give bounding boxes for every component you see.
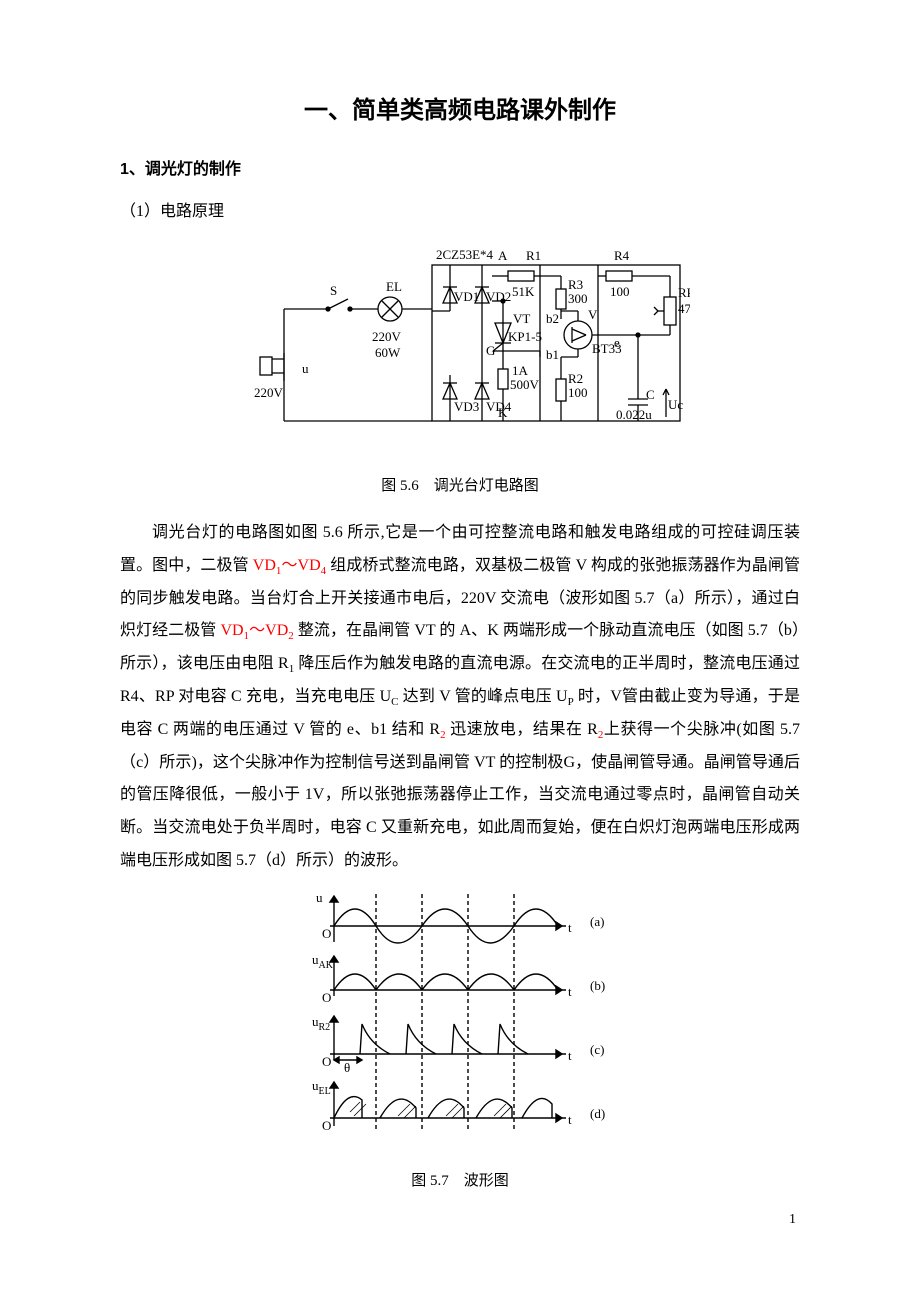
svg-text:(b): (b) — [590, 978, 605, 993]
document-title: 一、简单类高频电路课外制作 — [120, 90, 800, 125]
svg-text:b1: b1 — [546, 347, 559, 362]
svg-text:KP1-5: KP1-5 — [508, 329, 542, 344]
vd2-text: VD2 — [265, 622, 294, 639]
svg-text:O: O — [322, 1118, 331, 1133]
svg-text:(d): (d) — [590, 1106, 605, 1121]
svg-text:S: S — [330, 283, 337, 298]
para-text: 上获得一个尖脉冲(如图 5.7（c）所示)，这个尖脉冲作为控制信号送到晶闸管 V… — [120, 721, 800, 869]
svg-text:θ: θ — [344, 1060, 350, 1075]
svg-text:G: G — [486, 343, 495, 358]
svg-text:b2: b2 — [546, 311, 559, 326]
circuit-svg: 2CZ53E*4 A R1 51K R4 100 R3 300 RP 470K … — [230, 241, 690, 451]
svg-text:1A: 1A — [512, 363, 529, 378]
svg-text:e: e — [614, 335, 620, 350]
waveform-svg: u uAK uR2 uEL O O O O t t t t θ (a) (b) … — [290, 886, 630, 1146]
svg-text:uR2: uR2 — [312, 1014, 330, 1033]
section-heading: 1、调光灯的制作 — [120, 155, 800, 179]
svg-text:100: 100 — [610, 284, 630, 299]
tilde2: ～ — [249, 622, 265, 639]
svg-text:O: O — [322, 1054, 331, 1069]
svg-text:500V: 500V — [510, 377, 540, 392]
svg-text:0.022u: 0.022u — [616, 407, 652, 422]
svg-text:R2: R2 — [568, 371, 583, 386]
wave-y-0: u — [316, 890, 323, 905]
waveform-figure: u uAK uR2 uEL O O O O t t t t θ (a) (b) … — [120, 886, 800, 1151]
svg-text:470K: 470K — [678, 301, 690, 316]
svg-text:VD2: VD2 — [486, 289, 511, 304]
svg-text:t: t — [568, 920, 572, 935]
svg-text:V: V — [588, 307, 598, 322]
svg-text:t: t — [568, 984, 572, 999]
svg-text:C: C — [646, 387, 655, 402]
svg-text:uEL: uEL — [312, 1078, 331, 1097]
sub-heading-1: （1）电路原理 — [120, 197, 800, 221]
svg-text:Uc: Uc — [668, 397, 683, 412]
svg-text:t: t — [568, 1048, 572, 1063]
svg-text:VT: VT — [513, 311, 530, 326]
page-content: 一、简单类高频电路课外制作 1、调光灯的制作 （1）电路原理 — [0, 0, 920, 1268]
svg-text:A: A — [498, 248, 508, 263]
tilde: ～ — [281, 557, 297, 574]
svg-text:t: t — [568, 1112, 572, 1127]
svg-text:O: O — [322, 990, 331, 1005]
waveform-caption: 图 5.7 波形图 — [120, 1169, 800, 1190]
page-number: 1 — [120, 1212, 800, 1228]
svg-text:(c): (c) — [590, 1042, 604, 1057]
svg-text:K: K — [498, 405, 508, 420]
svg-text:O: O — [322, 926, 331, 941]
svg-text:EL: EL — [386, 279, 402, 294]
svg-text:VD1: VD1 — [454, 289, 479, 304]
svg-text:(a): (a) — [590, 914, 604, 929]
svg-text:R1: R1 — [526, 248, 541, 263]
circuit-caption: 图 5.6 调光台灯电路图 — [120, 474, 800, 495]
svg-text:60W: 60W — [375, 345, 401, 360]
svg-text:220V: 220V — [254, 385, 284, 400]
circuit-figure: 2CZ53E*4 A R1 51K R4 100 R3 300 RP 470K … — [120, 241, 800, 456]
body-paragraph: 调光台灯的电路图如图 5.6 所示,它是一个由可控整流电路和触发电路组成的可控硅… — [120, 517, 800, 878]
svg-text:uAK: uAK — [312, 952, 334, 971]
vd1-text: VD1 — [253, 557, 282, 574]
svg-text:100: 100 — [568, 385, 588, 400]
svg-text:300: 300 — [568, 291, 588, 306]
svg-text:51K: 51K — [512, 284, 535, 299]
para-text: 达到 V 管的峰点电压 U — [398, 688, 567, 705]
svg-text:VD3: VD3 — [454, 399, 479, 414]
svg-text:u: u — [302, 361, 309, 376]
svg-text:2CZ53E*4: 2CZ53E*4 — [436, 247, 494, 262]
vd4-text: VD4 — [298, 557, 327, 574]
svg-text:R4: R4 — [614, 248, 630, 263]
para-text: 迅速放电，结果在 R — [446, 721, 598, 738]
vd1-text2: VD1 — [220, 622, 249, 639]
svg-text:220V: 220V — [372, 329, 402, 344]
svg-text:R3: R3 — [568, 277, 583, 292]
svg-text:RP: RP — [678, 285, 690, 300]
